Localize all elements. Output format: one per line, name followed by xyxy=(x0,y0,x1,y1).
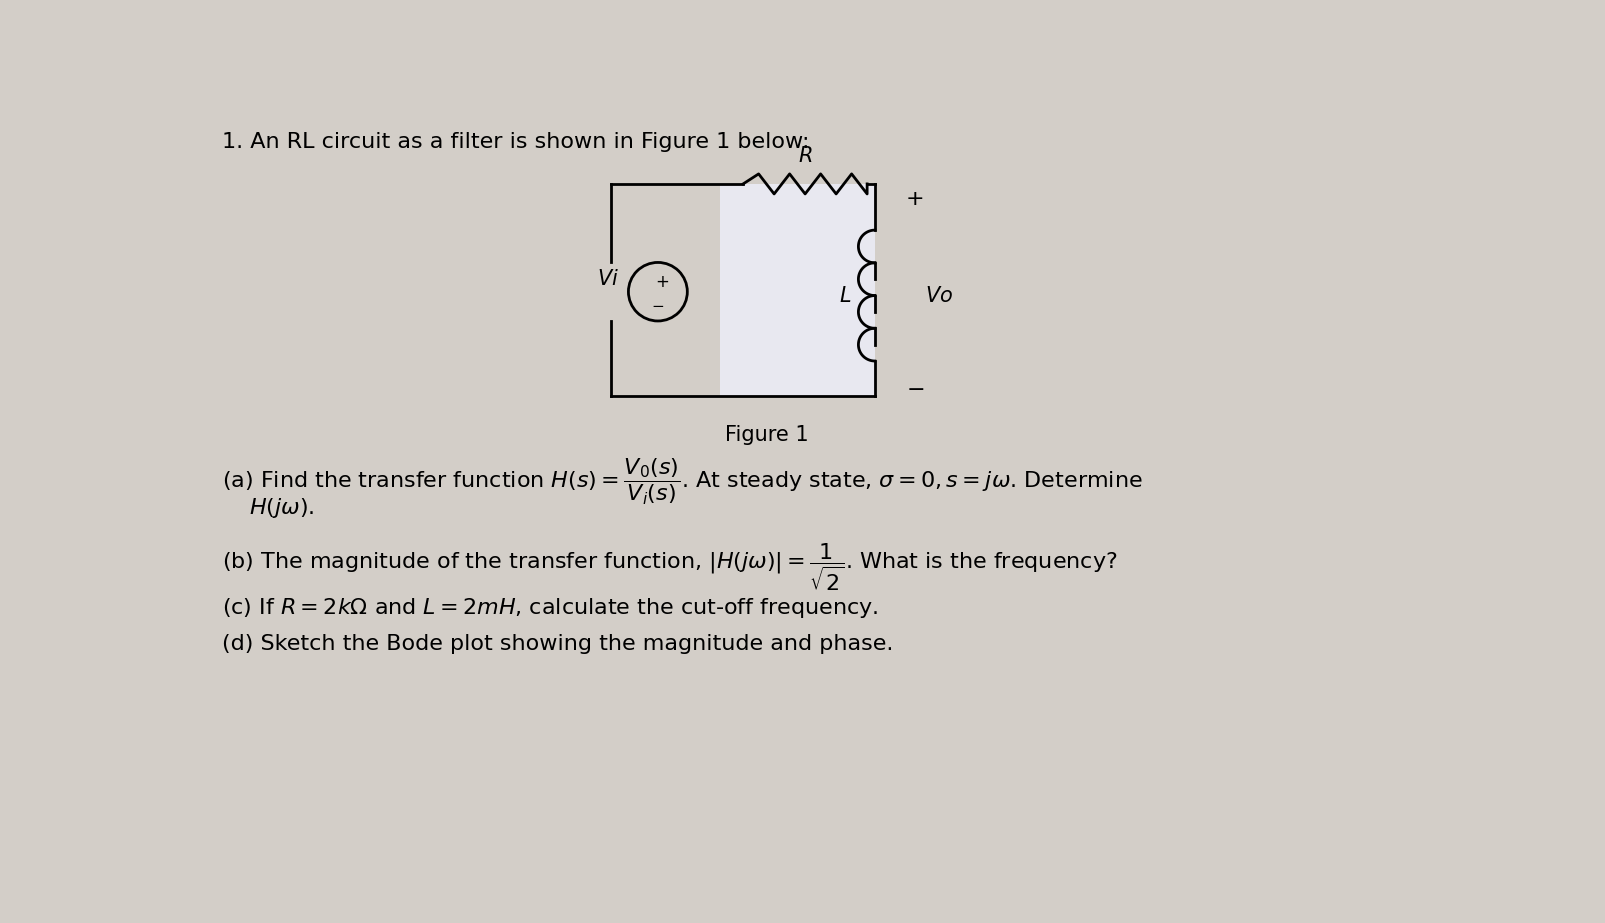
Text: $-$: $-$ xyxy=(652,296,664,312)
Text: $H(j\omega)$.: $H(j\omega)$. xyxy=(249,496,315,520)
Text: $L$: $L$ xyxy=(839,285,852,306)
Text: (b) The magnitude of the transfer function, $|H(j\omega)| = \dfrac{1}{\sqrt{2}}$: (b) The magnitude of the transfer functi… xyxy=(223,542,1117,593)
Text: 1. An RL circuit as a filter is shown in Figure 1 below:: 1. An RL circuit as a filter is shown in… xyxy=(223,132,811,152)
Text: (d) Sketch the Bode plot showing the magnitude and phase.: (d) Sketch the Bode plot showing the mag… xyxy=(223,634,894,654)
Text: $R$: $R$ xyxy=(798,146,812,166)
Text: $-$: $-$ xyxy=(905,378,924,398)
Text: +: + xyxy=(905,189,924,210)
Text: Figure 1: Figure 1 xyxy=(724,425,809,445)
Text: $Vo$: $Vo$ xyxy=(924,285,953,306)
Text: +: + xyxy=(655,272,669,291)
Bar xyxy=(721,184,875,396)
Text: (a) Find the transfer function $H(s) = \dfrac{V_0(s)}{V_i(s)}$. At steady state,: (a) Find the transfer function $H(s) = \… xyxy=(223,457,1143,508)
Text: $Vi$: $Vi$ xyxy=(597,269,620,289)
Text: (c) If $R = 2k\Omega$ and $L = 2mH$, calculate the cut-off frequency.: (c) If $R = 2k\Omega$ and $L = 2mH$, cal… xyxy=(223,596,880,620)
